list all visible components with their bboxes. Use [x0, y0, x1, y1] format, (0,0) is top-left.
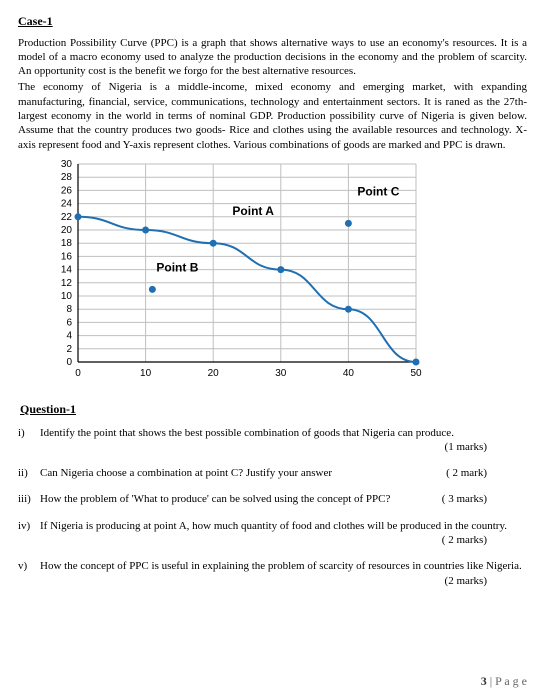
question-item: i)Identify the point that shows the best… [18, 426, 527, 455]
svg-text:28: 28 [61, 172, 73, 183]
question-item: iv)If Nigeria is producing at point A, h… [18, 519, 527, 548]
question-roman: i) [18, 426, 38, 440]
question-item: ii)Can Nigeria choose a combination at p… [18, 466, 527, 480]
svg-text:20: 20 [61, 225, 73, 236]
question-text: How the problem of 'What to produce' can… [40, 493, 390, 505]
question-list: i)Identify the point that shows the best… [18, 426, 527, 588]
svg-text:Point B: Point B [156, 260, 198, 274]
svg-text:14: 14 [61, 265, 73, 276]
page-footer: 3 | P a g e [481, 674, 527, 690]
svg-text:0: 0 [75, 368, 81, 379]
intro-para-2: The economy of Nigeria is a middle-incom… [18, 80, 527, 151]
svg-text:10: 10 [61, 291, 73, 302]
intro-para-1: Production Possibility Curve (PPC) is a … [18, 36, 527, 79]
svg-text:16: 16 [61, 251, 73, 262]
footer-sep: | [487, 674, 495, 688]
svg-text:40: 40 [343, 368, 355, 379]
svg-text:24: 24 [61, 199, 73, 210]
page-label: P a g e [495, 674, 527, 688]
question-marks: ( 2 mark) [446, 466, 527, 480]
svg-text:30: 30 [275, 368, 287, 379]
svg-text:4: 4 [66, 331, 72, 342]
question-roman: iii) [18, 492, 38, 506]
svg-text:30: 30 [61, 159, 73, 170]
svg-text:22: 22 [61, 212, 73, 223]
question-item: iii)How the problem of 'What to produce'… [18, 492, 527, 506]
question-marks: ( 2 marks) [40, 533, 527, 547]
question-text: Identify the point that shows the best p… [40, 426, 527, 440]
question-text: Can Nigeria choose a combination at poin… [40, 467, 332, 479]
question-marks: (1 marks) [40, 440, 527, 454]
svg-text:Point C: Point C [357, 184, 399, 198]
question-marks: (2 marks) [40, 574, 527, 588]
question-text: How the concept of PPC is useful in expl… [40, 559, 527, 573]
question-marks: ( 3 marks) [442, 492, 527, 506]
svg-text:6: 6 [66, 317, 72, 328]
ppc-chart-svg: 02468101214161820222426283001020304050Po… [44, 158, 424, 388]
question-text: If Nigeria is producing at point A, how … [40, 519, 527, 533]
svg-text:0: 0 [66, 357, 72, 368]
svg-text:12: 12 [61, 278, 73, 289]
svg-text:26: 26 [61, 185, 73, 196]
question-roman: iv) [18, 519, 38, 533]
svg-text:20: 20 [208, 368, 220, 379]
case-heading: Case-1 [18, 14, 527, 30]
question-heading: Question-1 [20, 402, 527, 418]
ppc-chart: 02468101214161820222426283001020304050Po… [44, 158, 424, 388]
svg-text:8: 8 [66, 304, 72, 315]
svg-text:Point A: Point A [232, 204, 274, 218]
question-item: v)How the concept of PPC is useful in ex… [18, 559, 527, 588]
svg-text:50: 50 [410, 368, 422, 379]
svg-text:10: 10 [140, 368, 152, 379]
question-roman: v) [18, 559, 38, 573]
question-roman: ii) [18, 466, 38, 480]
svg-text:2: 2 [66, 344, 72, 355]
svg-text:18: 18 [61, 238, 73, 249]
